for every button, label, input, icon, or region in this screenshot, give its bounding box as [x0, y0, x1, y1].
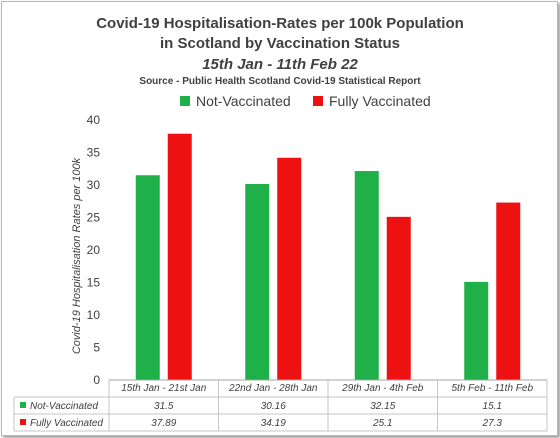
chart-title: Covid-19 Hospitalisation-Rates per 100k … — [96, 15, 464, 32]
legend-swatch-fully-vaccinated — [313, 96, 323, 106]
data-label: 30.16 — [261, 401, 286, 412]
table-legend-key-0 — [20, 402, 26, 408]
y-tick-label: 10 — [87, 308, 101, 322]
chart-subtitle: 15th Jan - 11th Feb 22 — [202, 56, 358, 73]
x-tick-label: 5th Feb - 11th Feb — [451, 383, 533, 394]
table-row-label: Not-Vaccinated — [30, 401, 98, 412]
y-tick-label: 40 — [87, 113, 101, 127]
y-tick-label: 0 — [93, 373, 100, 387]
bar-0-0 — [135, 175, 160, 380]
bar-0-3 — [464, 281, 489, 380]
y-tick-label: 20 — [87, 243, 101, 257]
bar-1-2 — [386, 216, 411, 380]
data-label: 34.19 — [261, 418, 286, 429]
legend-swatch-not-vaccinated — [180, 96, 190, 106]
y-tick-label: 25 — [87, 211, 101, 225]
legend-item-fully-vaccinated: Fully Vaccinated — [313, 93, 431, 109]
data-label: 15.1 — [483, 401, 502, 412]
data-label: 27.3 — [482, 418, 503, 429]
y-tick-label: 35 — [87, 146, 101, 160]
data-label: 32.15 — [370, 401, 395, 412]
legend-label-fully-vaccinated: Fully Vaccinated — [329, 93, 431, 109]
bar-1-1 — [277, 157, 302, 380]
bar-0-2 — [354, 171, 379, 380]
chart-source: Source - Public Health Scotland Covid-19… — [139, 76, 421, 87]
table-legend-key-1 — [20, 419, 26, 425]
data-label: 37.89 — [151, 418, 176, 429]
data-label: 25.1 — [372, 418, 392, 429]
bar-0-1 — [245, 183, 270, 380]
legend-label-not-vaccinated: Not-Vaccinated — [196, 93, 291, 109]
bar-1-0 — [167, 133, 192, 380]
x-tick-label: 15th Jan - 21st Jan — [121, 383, 206, 394]
y-tick-label: 30 — [87, 178, 101, 192]
data-label: 31.5 — [154, 401, 174, 412]
legend-item-not-vaccinated: Not-Vaccinated — [180, 93, 291, 109]
y-tick-label: 5 — [93, 341, 100, 355]
x-tick-label: 22nd Jan - 28th Jan — [228, 383, 318, 394]
table-row-label: Fully Vaccinated — [30, 418, 103, 429]
bar-1-3 — [496, 202, 521, 380]
y-tick-label: 15 — [87, 276, 101, 290]
x-tick-label: 29th Jan - 4th Feb — [341, 383, 424, 394]
chart-title-line2: in Scotland by Vaccination Status — [159, 35, 401, 52]
